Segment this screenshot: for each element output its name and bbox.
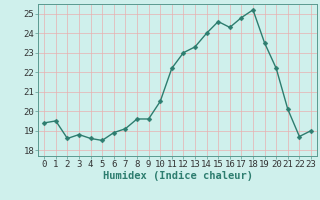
X-axis label: Humidex (Indice chaleur): Humidex (Indice chaleur): [103, 171, 252, 181]
